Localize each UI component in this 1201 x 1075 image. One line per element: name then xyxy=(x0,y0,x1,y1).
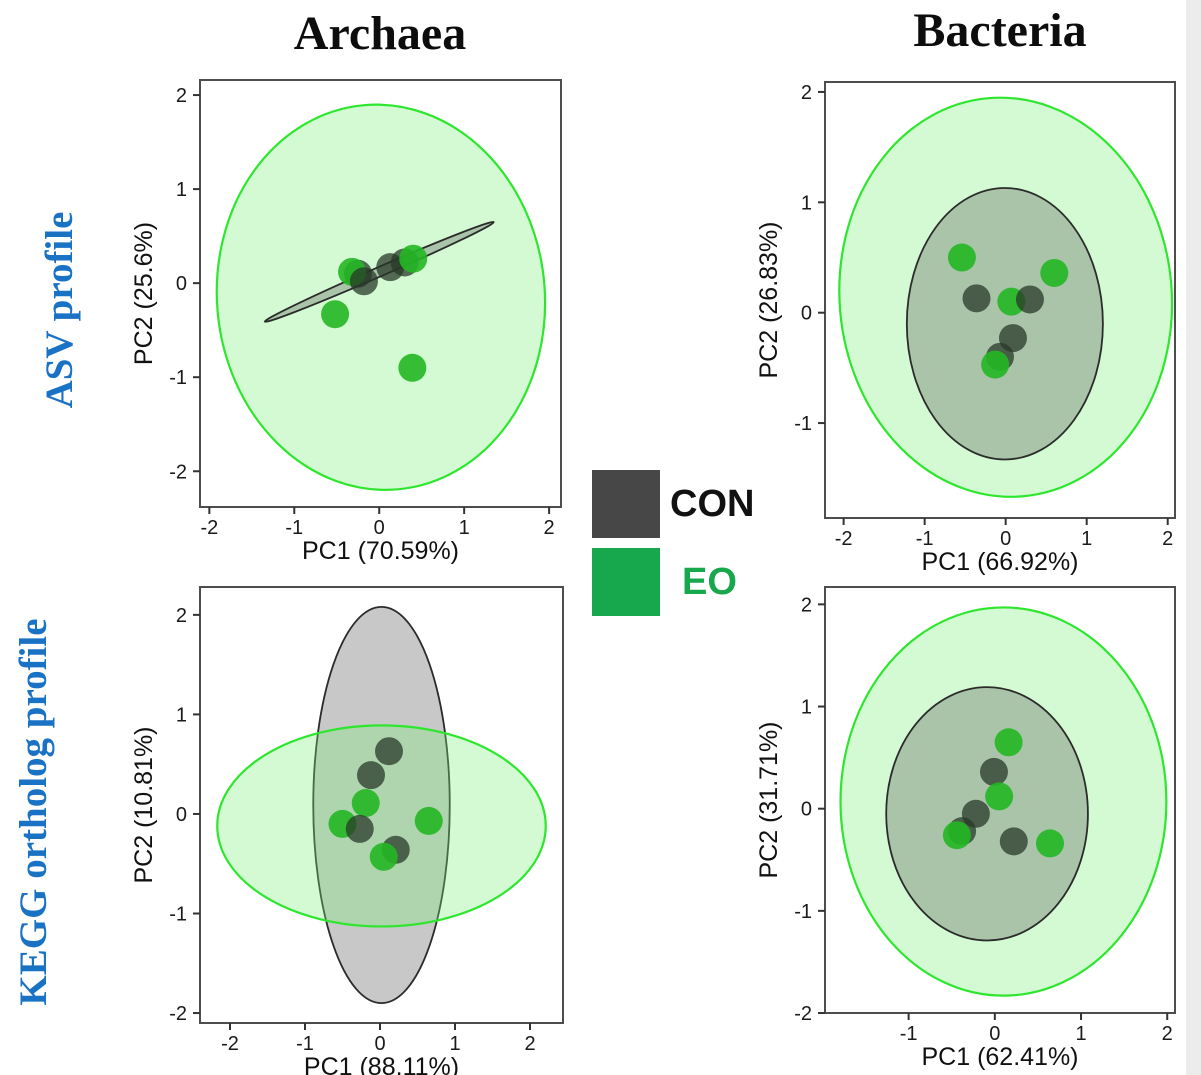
y-tick-label: -1 xyxy=(169,367,187,389)
plot-panel-border xyxy=(824,586,1176,1014)
x-tick-label: 1 xyxy=(459,517,470,539)
data-point-eo xyxy=(981,350,1010,379)
confidence-ellipse-con xyxy=(905,187,1104,461)
data-point-eo xyxy=(321,300,350,329)
y-tick-label: 1 xyxy=(801,192,812,214)
legend-label-eo: EO xyxy=(682,561,737,603)
y-tick-label: 2 xyxy=(176,85,187,107)
x-tick-label: -1 xyxy=(916,528,934,550)
x-axis-label: PC1 (66.92%) xyxy=(921,548,1078,576)
x-tick-label: 1 xyxy=(449,1033,460,1055)
plot-panel-background xyxy=(200,80,561,507)
data-point-eo xyxy=(351,789,380,818)
data-point-eo xyxy=(1036,829,1064,858)
data-point-con xyxy=(962,284,991,313)
x-axis-label: PC1 (70.59%) xyxy=(302,537,459,565)
x-tick-label: -1 xyxy=(900,1023,918,1045)
data-point-con xyxy=(345,814,374,843)
y-tick-label: -1 xyxy=(794,901,812,923)
y-tick-label: -2 xyxy=(794,1003,812,1025)
data-point-eo xyxy=(369,842,398,871)
x-tick-label: -1 xyxy=(285,517,303,539)
plot-panel-background xyxy=(200,587,563,1023)
y-tick-label: 0 xyxy=(176,804,187,826)
pca-plot-archaea-asv: -2 -1 0 1 2 -2 -1 0 1 2 PC1 (70.59%) PC2 (25.6%) xyxy=(130,79,562,565)
y-tick-label: -1 xyxy=(794,413,812,435)
column-title-archaea: Archaea xyxy=(293,7,467,60)
y-tick-label: 1 xyxy=(801,697,812,719)
confidence-ellipse-eo xyxy=(216,724,547,928)
data-point-con xyxy=(999,827,1028,856)
confidence-ellipse-eo xyxy=(215,103,547,491)
row-label-kegg-ortholog-profile: KEGG ortholog profile xyxy=(12,618,55,1006)
data-point-con xyxy=(1015,285,1044,314)
y-tick-label: 2 xyxy=(176,605,187,627)
data-point-con xyxy=(357,761,385,790)
y-axis-label: PC2 (25.6%) xyxy=(130,222,158,365)
x-axis-label: PC1 (88.11%) xyxy=(304,1053,459,1075)
confidence-ellipse-con xyxy=(312,606,451,1004)
y-tick-label: -1 xyxy=(169,904,187,926)
x-tick-label: 2 xyxy=(524,1033,535,1055)
data-point-eo xyxy=(947,243,976,272)
data-point-eo xyxy=(942,821,971,850)
x-tick-label: 0 xyxy=(374,1033,385,1055)
x-tick-label: 2 xyxy=(1162,528,1173,550)
plot-panel-border xyxy=(824,81,1176,519)
y-axis-label: PC2 (26.83%) xyxy=(755,221,783,378)
y-tick-label: 1 xyxy=(176,704,187,726)
x-tick-label: -2 xyxy=(221,1033,239,1055)
x-tick-label: 1 xyxy=(1081,528,1092,550)
data-point-con xyxy=(375,737,403,766)
page-edge-strip xyxy=(1186,0,1201,1075)
data-point-eo xyxy=(414,806,443,835)
legend-swatch-con xyxy=(592,470,660,538)
y-tick-label: 0 xyxy=(176,273,187,295)
y-axis-label: PC2 (10.81%) xyxy=(130,726,158,883)
y-tick-label: -2 xyxy=(169,461,187,483)
y-tick-label: 2 xyxy=(801,82,812,104)
data-point-eo xyxy=(1040,258,1069,287)
y-tick-label: 2 xyxy=(801,594,812,616)
x-tick-label: 0 xyxy=(989,1023,1000,1045)
row-label-asv-profile: ASV profile xyxy=(38,211,81,409)
y-tick-label: 1 xyxy=(176,179,187,201)
data-point-eo xyxy=(985,782,1014,811)
x-axis-label: PC1 (62.41%) xyxy=(921,1043,1078,1071)
x-tick-label: 2 xyxy=(1162,1023,1173,1045)
x-tick-label: -2 xyxy=(200,517,218,539)
plot-panel-border xyxy=(199,586,564,1024)
y-axis-label: PC2 (31.71%) xyxy=(755,721,783,878)
x-tick-label: 2 xyxy=(544,517,555,539)
y-tick-label: 0 xyxy=(801,799,812,821)
y-tick-label: 0 xyxy=(801,303,812,325)
y-tick-label: -2 xyxy=(169,1003,187,1025)
x-tick-label: -1 xyxy=(296,1033,314,1055)
legend-label-con: CON xyxy=(670,483,755,525)
data-point-eo xyxy=(398,353,427,382)
pca-plot-bacteria-asv: -2 -1 0 1 2 -1 0 1 2 PC1 (66.92%) PC2 (26.83%) xyxy=(755,81,1176,576)
plot-panel-border xyxy=(199,79,562,508)
pca-plot-bacteria-kegg: -1 0 1 2 -2 -1 0 1 2 PC1 (62.41%) PC2 (31.71%) xyxy=(755,586,1176,1071)
data-point-con xyxy=(979,757,1008,786)
data-point-con xyxy=(349,267,378,296)
legend-swatch-eo xyxy=(592,548,660,616)
x-tick-label: 0 xyxy=(1000,528,1011,550)
x-tick-label: -2 xyxy=(835,528,853,550)
data-point-eo xyxy=(399,244,428,273)
x-tick-label: 1 xyxy=(1075,1023,1086,1045)
pca-plot-archaea-kegg: -2 -1 0 1 2 -2 -1 0 1 2 PC1 (88.11%) PC2 (10.81%) xyxy=(130,586,564,1075)
x-tick-label: 0 xyxy=(374,517,385,539)
data-point-eo xyxy=(994,728,1023,757)
column-title-bacteria: Bacteria xyxy=(913,4,1087,57)
